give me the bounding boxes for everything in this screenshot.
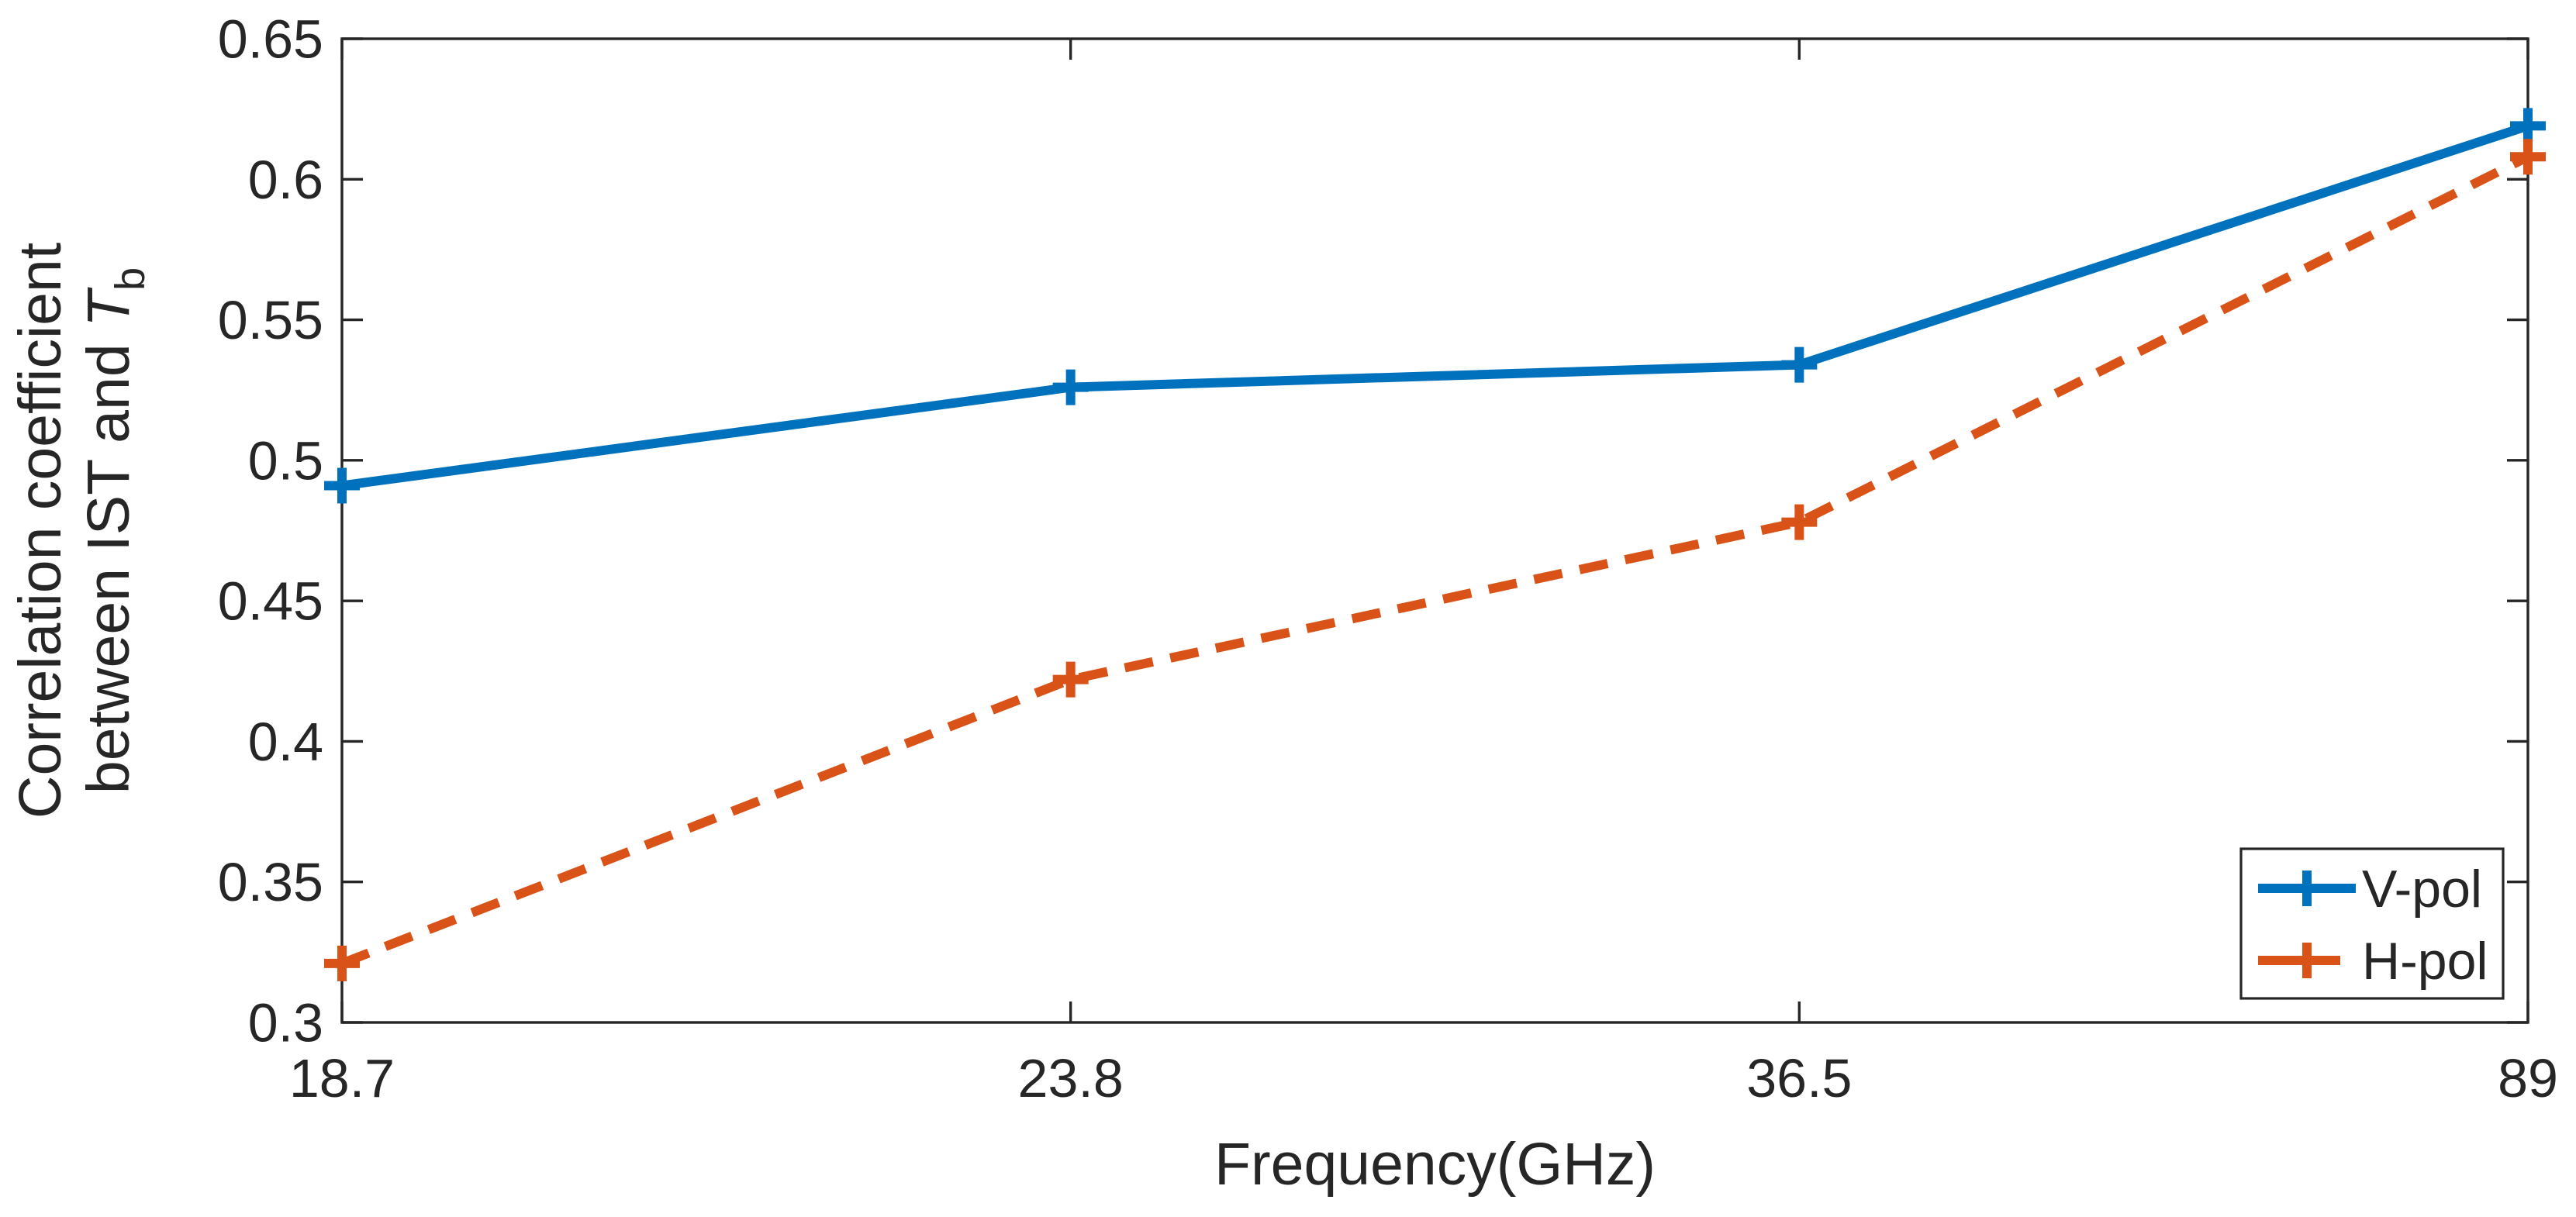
y-axis-label-line: between IST and Tb — [75, 267, 154, 794]
legend: V-pol H-pol — [2239, 847, 2505, 1000]
y-tick-label: 0.6 — [248, 150, 323, 210]
series-v-pol-marker — [1781, 346, 1818, 383]
legend-entry-label: V-pol — [2362, 860, 2482, 919]
series-v-pol-marker — [1052, 369, 1089, 405]
x-tick-label: 23.8 — [1018, 1048, 1124, 1108]
series-h-pol-marker — [324, 945, 360, 981]
legend-entry-label: H-pol — [2362, 932, 2488, 991]
series-v-pol-line — [341, 121, 2529, 491]
y-axis-label-line: Correlation coefficient — [7, 243, 74, 819]
series-h-pol-marker — [2510, 139, 2546, 175]
legend-sample-marker — [2289, 943, 2325, 978]
y-tick-label: 0.65 — [218, 9, 323, 70]
legend-sample-marker — [2289, 871, 2325, 906]
series-h-pol-marker — [1052, 661, 1089, 698]
x-axis-label: Frequency(GHz) — [1214, 1131, 1656, 1198]
y-tick-label: 0.45 — [218, 571, 323, 632]
x-tick-label: 89 — [2498, 1048, 2558, 1108]
legend-box — [2239, 847, 2505, 1000]
series-h-pol-line — [340, 152, 2530, 968]
x-tick-label: 18.7 — [289, 1048, 395, 1108]
plot-box — [340, 37, 2529, 1024]
y-tick-label: 0.3 — [248, 993, 323, 1053]
series-h-pol-marker — [1781, 504, 1818, 540]
y-tick-label: 0.4 — [248, 712, 323, 772]
series-v-pol-marker — [324, 467, 360, 504]
x-tick-label: 36.5 — [1746, 1048, 1852, 1108]
y-tick-label: 0.5 — [248, 430, 323, 491]
y-tick-label: 0.55 — [218, 290, 323, 350]
y-tick-label: 0.35 — [218, 852, 323, 912]
series-v-pol-marker — [2510, 108, 2546, 144]
